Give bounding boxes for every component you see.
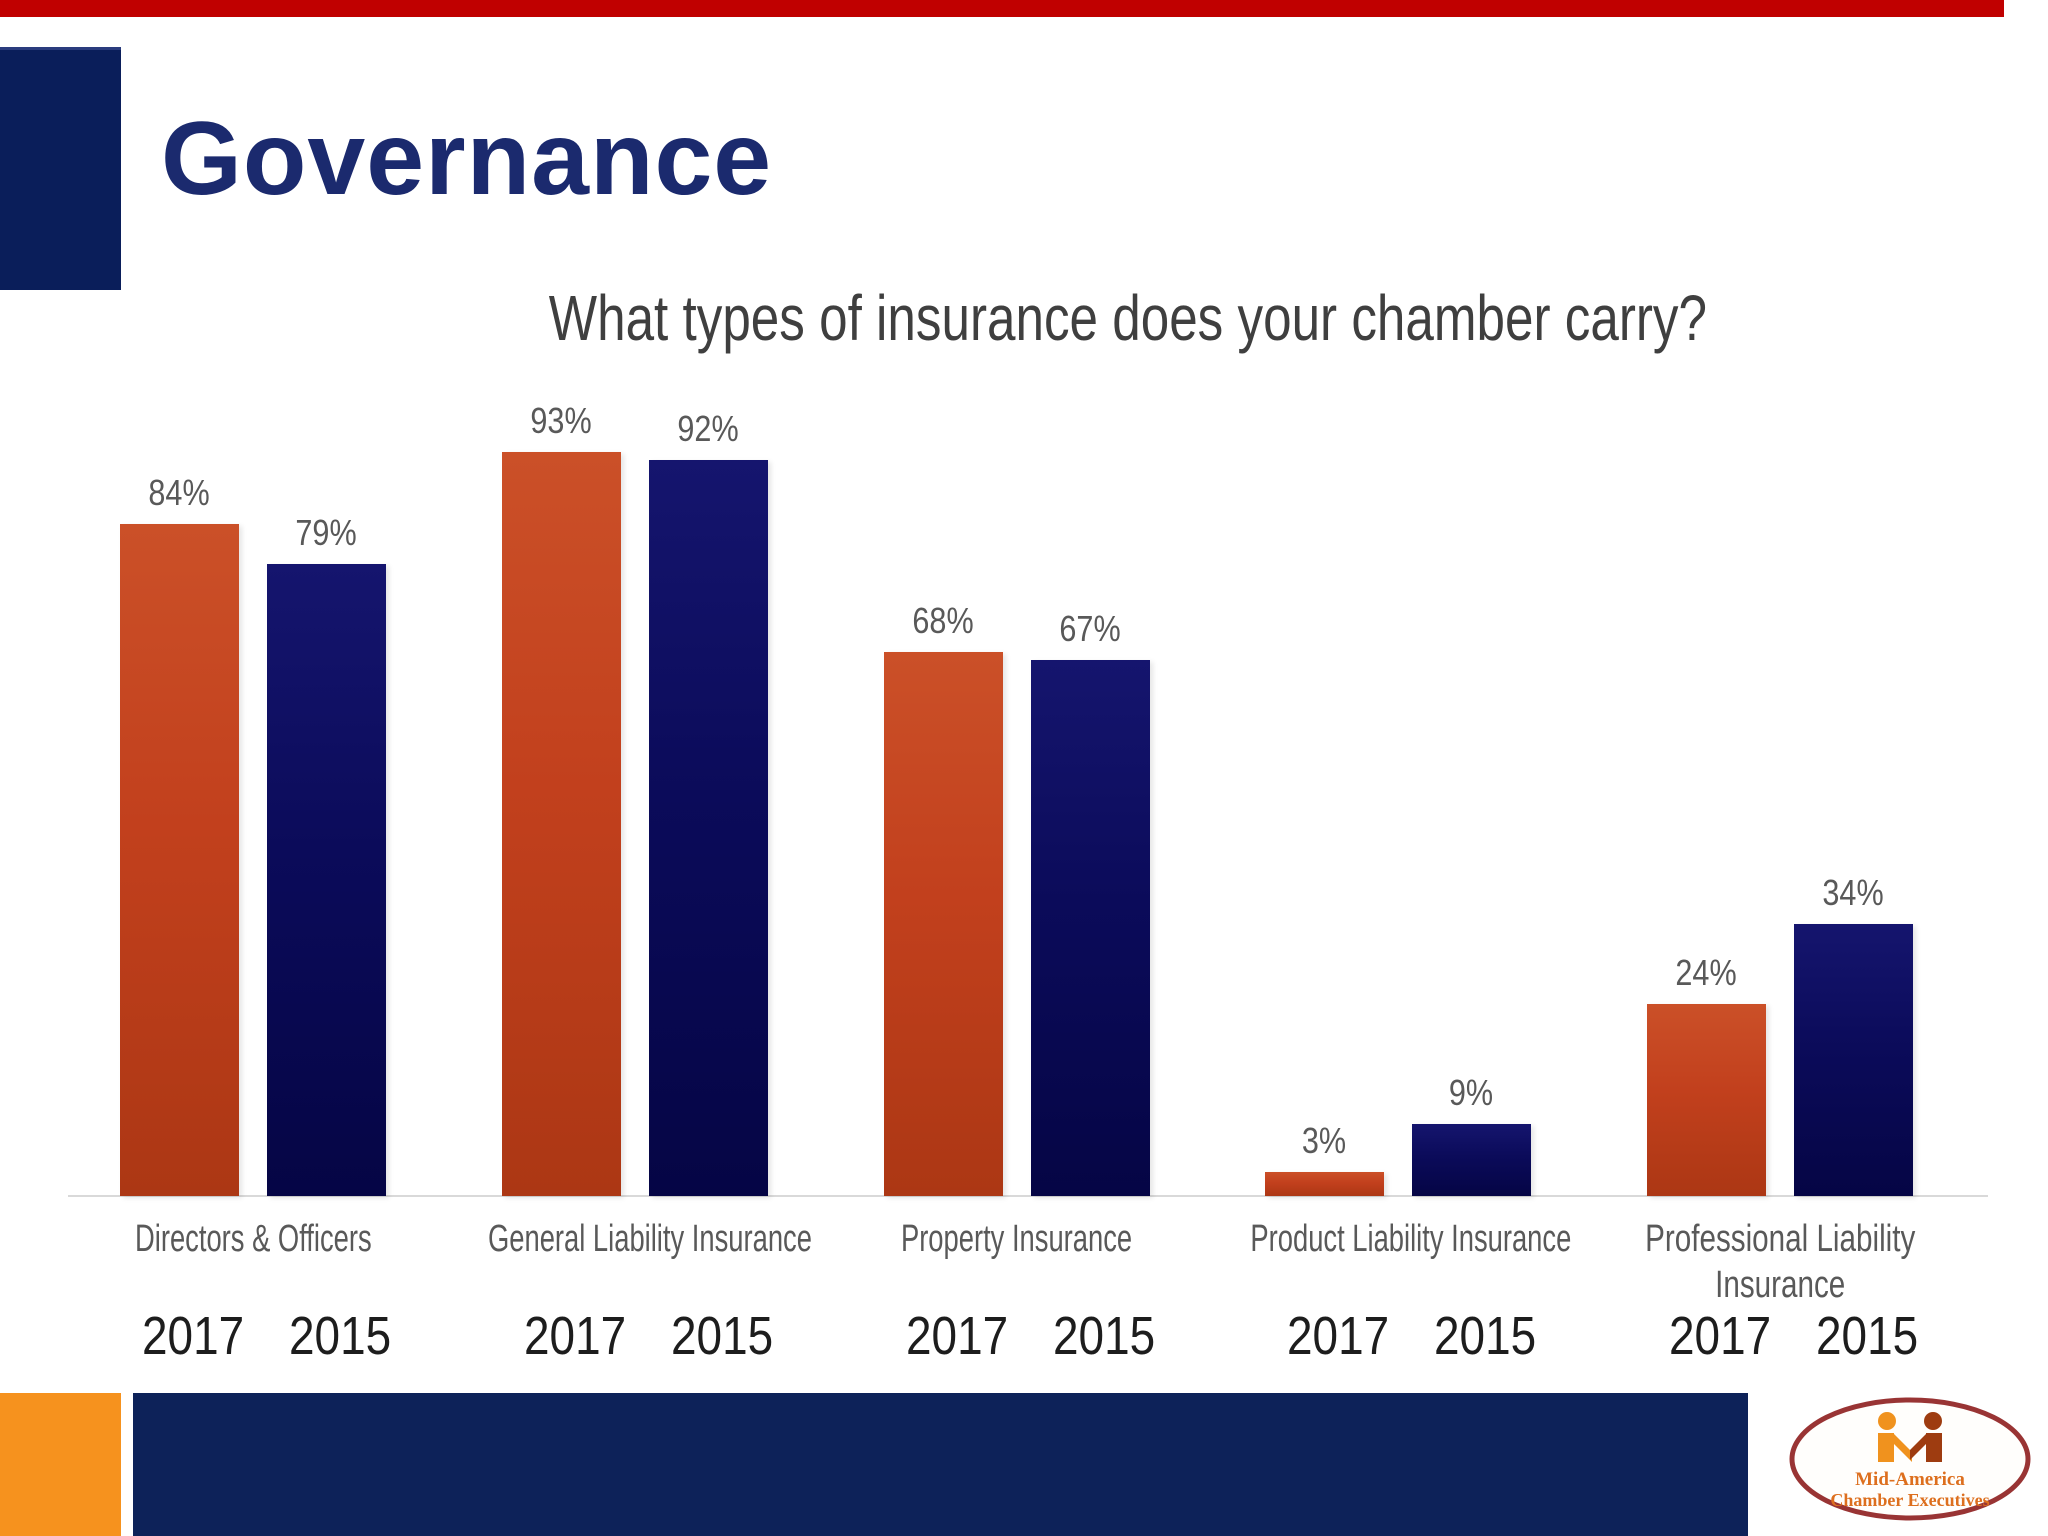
value-label-text: 24% — [1675, 952, 1738, 993]
value-label-2017-property-insurance: 68% — [874, 600, 1014, 642]
bar-2015-professional-liability-insurance — [1794, 924, 1913, 1196]
year-label-2017-general-liability-insurance: 2017 — [486, 1306, 666, 1366]
bar-2015-directors-officers — [267, 564, 386, 1196]
bar-2017-property-insurance — [884, 652, 1003, 1196]
bar-2017-directors-officers — [120, 524, 239, 1196]
year-label-text: 2017 — [142, 1306, 245, 1366]
title-accent-square — [0, 47, 121, 290]
bar-2017-professional-liability-insurance — [1647, 1004, 1766, 1196]
value-label-2017-product-liability-insurance: 3% — [1255, 1120, 1395, 1162]
organization-logo: Mid-America Chamber Executives — [1786, 1396, 2034, 1524]
chart-title-text: What types of insurance does your chambe… — [548, 282, 1708, 354]
value-label-2015-professional-liability-insurance: 34% — [1784, 872, 1924, 914]
value-label-text: 68% — [912, 600, 975, 641]
year-label-text: 2015 — [671, 1306, 774, 1366]
bar-2015-property-insurance — [1031, 660, 1150, 1196]
footer-accent-square — [0, 1393, 121, 1536]
value-label-text: 84% — [148, 472, 211, 513]
value-label-text: 9% — [1449, 1072, 1494, 1113]
year-label-text: 2015 — [289, 1306, 392, 1366]
year-label-2015-professional-liability-insurance: 2015 — [1778, 1306, 1958, 1366]
year-label-text: 2015 — [1434, 1306, 1537, 1366]
year-label-2017-product-liability-insurance: 2017 — [1249, 1306, 1429, 1366]
value-label-2017-general-liability-insurance: 93% — [492, 400, 632, 442]
top-accent-bar — [0, 0, 2004, 17]
year-label-2017-directors-officers: 2017 — [104, 1306, 284, 1366]
category-label-text: Property Insurance — [901, 1218, 1133, 1260]
year-label-2015-directors-officers: 2015 — [251, 1306, 431, 1366]
logo-graphic: Mid-America Chamber Executives — [1789, 1397, 2031, 1521]
page-title: Governance — [161, 101, 773, 217]
year-label-text: 2017 — [1669, 1306, 1772, 1366]
year-label-2017-property-insurance: 2017 — [868, 1306, 1048, 1366]
category-label-general-liability-insurance: General Liability Insurance — [425, 1216, 845, 1262]
value-label-2015-product-liability-insurance: 9% — [1402, 1072, 1542, 1114]
category-label-text: Product Liability Insurance — [1250, 1218, 1572, 1260]
logo-line2: Chamber Executives — [1830, 1490, 1989, 1510]
category-label-product-liability-insurance: Product Liability Insurance — [1188, 1216, 1608, 1262]
x-axis-line — [68, 1195, 1988, 1197]
year-label-text: 2017 — [1287, 1306, 1390, 1366]
category-label-text: Professional Liability Insurance — [1644, 1218, 1916, 1306]
bar-2015-general-liability-insurance — [649, 460, 768, 1196]
value-label-text: 67% — [1059, 608, 1122, 649]
year-label-2015-property-insurance: 2015 — [1015, 1306, 1195, 1366]
value-label-2015-directors-officers: 79% — [257, 512, 397, 554]
value-label-text: 3% — [1302, 1120, 1347, 1161]
category-label-text: Directors & Officers — [134, 1218, 372, 1260]
year-label-text: 2017 — [906, 1306, 1009, 1366]
value-label-text: 92% — [677, 408, 740, 449]
year-label-2015-general-liability-insurance: 2015 — [633, 1306, 813, 1366]
footer-bar — [133, 1393, 1748, 1536]
value-label-text: 93% — [530, 400, 593, 441]
logo-line1: Mid-America — [1855, 1469, 1965, 1490]
value-label-text: 34% — [1822, 872, 1885, 913]
value-label-2015-general-liability-insurance: 92% — [639, 408, 779, 450]
value-label-2017-professional-liability-insurance: 24% — [1637, 952, 1777, 994]
value-label-2015-property-insurance: 67% — [1021, 608, 1161, 650]
year-label-text: 2015 — [1816, 1306, 1919, 1366]
value-label-text: 79% — [295, 512, 358, 553]
year-label-text: 2017 — [524, 1306, 627, 1366]
category-label-professional-liability-insurance: Professional Liability Insurance — [1570, 1216, 1990, 1308]
bar-2015-product-liability-insurance — [1412, 1124, 1531, 1196]
year-label-2017-professional-liability-insurance: 2017 — [1631, 1306, 1811, 1366]
chart-title: What types of insurance does your chambe… — [404, 278, 1707, 358]
category-label-directors-officers: Directors & Officers — [43, 1216, 463, 1262]
year-label-2015-product-liability-insurance: 2015 — [1396, 1306, 1576, 1366]
bar-2017-general-liability-insurance — [502, 452, 621, 1196]
value-label-2017-directors-officers: 84% — [110, 472, 250, 514]
logo-monogram-m — [1878, 1412, 1942, 1462]
year-label-text: 2015 — [1053, 1306, 1156, 1366]
bar-2017-product-liability-insurance — [1265, 1172, 1384, 1196]
category-label-text: General Liability Insurance — [487, 1218, 812, 1260]
category-label-property-insurance: Property Insurance — [807, 1216, 1227, 1262]
